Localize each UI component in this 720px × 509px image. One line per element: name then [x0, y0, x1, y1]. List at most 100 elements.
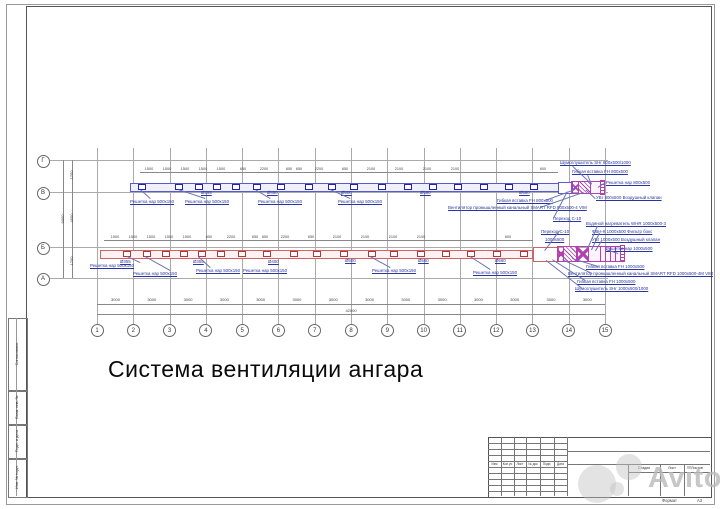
- grid-row-line: [50, 247, 608, 248]
- grid-row-bubble: В: [36, 186, 50, 200]
- supply-duct-grille: [138, 183, 146, 190]
- side-strip-inner-line: [16, 424, 17, 458]
- title-block-row-line: [488, 461, 567, 462]
- exhaust-duct-grille: [340, 250, 348, 257]
- grid-column-line: [278, 148, 280, 324]
- supply-duct-grille: [305, 183, 313, 190]
- annotation-label: Вентилятор промышленный канальный SMART …: [568, 271, 713, 276]
- drawing-title: Система вентиляции ангара: [108, 356, 424, 382]
- supply-dimension-label: 650: [239, 167, 247, 171]
- side-strip-label: Инв. № подл.: [15, 465, 19, 489]
- annotation-label: 1000х500: [545, 237, 565, 242]
- grid-column-line: [205, 148, 207, 324]
- column-dimension-label: 3000: [582, 296, 592, 302]
- exhaust-duct-grille: [390, 250, 398, 257]
- supply-dimension-label: 2100: [394, 167, 404, 171]
- supply-duct-grille: [350, 183, 358, 190]
- title-block-header: Дата: [556, 461, 565, 466]
- grid-column-bubble: 13: [525, 324, 539, 337]
- title-block-row-line: [488, 485, 567, 486]
- exhaust-dimension-label: 1500: [146, 235, 156, 239]
- annotation-label: Решетка нар 500х150: [258, 199, 303, 204]
- exhaust-dimension-label: 2100: [388, 235, 398, 239]
- exhaust-dimension-label: 1500: [164, 235, 174, 239]
- annotation-label: Гибкая вставка FH 800х500: [572, 169, 628, 174]
- supply-dimension-label: 1500: [144, 167, 154, 171]
- side-strip-cell: [8, 458, 28, 498]
- title-block-header: № док: [528, 461, 538, 466]
- row-dimension-line: [72, 160, 73, 278]
- title-block-header: Подп.: [542, 461, 552, 466]
- supply-duct-grille: [213, 183, 221, 190]
- column-dimension-line: [97, 304, 605, 305]
- supply-dimension-label: 1500: [162, 167, 172, 171]
- exhaust-dimension-label: 650: [307, 235, 315, 239]
- grid-column-line: [351, 148, 353, 324]
- grid-column-line: [568, 148, 570, 324]
- annotation-label: Переход С-10: [553, 216, 582, 221]
- title-block-row-line: [488, 491, 567, 492]
- grid-column-line: [423, 148, 425, 324]
- grid-column-bubble: 12: [489, 324, 503, 337]
- title-block-column-line: [526, 437, 527, 496]
- annotation-label: Ø560: [495, 258, 506, 263]
- annotation-label: Решетка нар 500х150: [372, 268, 417, 273]
- title-block-header: Лист: [516, 461, 524, 466]
- annotation-label: Шумоглушитель SHr 800х500/1000: [560, 160, 631, 165]
- title-block-line: [567, 451, 710, 452]
- title-block-stage-column-line: [628, 464, 629, 496]
- row-dimension-label: 1750: [69, 256, 74, 266]
- supply-dimension-label: 2100: [422, 167, 432, 171]
- grid-row-bubble: Б: [36, 241, 50, 255]
- row-dimension-label: 4500: [69, 213, 74, 223]
- annotation-label: Решетка нар 800х500: [606, 180, 651, 185]
- grid-column-line: [133, 148, 135, 324]
- grid-column-bubble: 9: [380, 324, 394, 337]
- annotation-label: Ø355: [201, 190, 212, 195]
- annotation-label: Ø500: [341, 190, 352, 195]
- exhaust-dimension-label: 1500: [128, 235, 138, 239]
- title-block-column-line: [514, 437, 515, 496]
- grid-column-bubble: 4: [199, 324, 213, 337]
- title-block-column-line: [567, 437, 568, 496]
- annotation-label: УВг 1000х500 Воздушный клапан: [592, 237, 661, 242]
- title-block-row-line: [488, 449, 567, 450]
- title-block-column-line: [554, 437, 555, 496]
- exhaust-dimension-label: 2100: [332, 235, 342, 239]
- supply-dimension-label: 650: [341, 167, 349, 171]
- exhaust-dimension-label: 650: [261, 235, 269, 239]
- title-block-row-line: [488, 473, 567, 474]
- supply-dimension-label: 600: [539, 167, 547, 171]
- exhaust-dimension-label: 2200: [280, 235, 290, 239]
- annotation-label: УВг 800х500 Воздушный клапан: [596, 195, 662, 200]
- supply-dimension-label: 650: [285, 167, 293, 171]
- grid-column-bubble: 6: [271, 324, 285, 337]
- title-block-stage-column-line: [684, 464, 685, 496]
- exhaust-end-grille: [620, 245, 625, 262]
- title-block-stage-column-line: [660, 464, 661, 496]
- drawing-frame: [26, 6, 712, 498]
- exhaust-dimension-line: [104, 240, 533, 241]
- grid-row-bubble: А: [36, 272, 50, 286]
- grid-row-line: [50, 160, 608, 161]
- supply-dimension-label: 2100: [450, 167, 460, 171]
- exhaust-dimension-label: 2100: [360, 235, 370, 239]
- exhaust-duct-grille: [263, 250, 271, 257]
- title-block-row-line: [488, 443, 567, 444]
- supply-dimension-label: 2200: [259, 167, 269, 171]
- supply-dimension-line: [140, 172, 558, 173]
- annotation-label: Водяной нагреватель WHR 1000х500-3: [586, 221, 666, 226]
- supply-duct-grille: [454, 183, 462, 190]
- grid-column-line: [496, 148, 498, 324]
- annotation-label: Переход С-10: [541, 229, 570, 234]
- column-dimension-label: 3000: [328, 296, 338, 302]
- exhaust-dimension-label: 650: [251, 235, 259, 239]
- grid-column-line: [242, 148, 244, 324]
- exhaust-dimension-label: 2100: [416, 235, 426, 239]
- exhaust-dimension-label: 600: [504, 235, 512, 239]
- title-block-row-line: [488, 455, 567, 456]
- row-dimension-label: 1750: [69, 170, 74, 180]
- exhaust-duct-grille: [180, 250, 188, 257]
